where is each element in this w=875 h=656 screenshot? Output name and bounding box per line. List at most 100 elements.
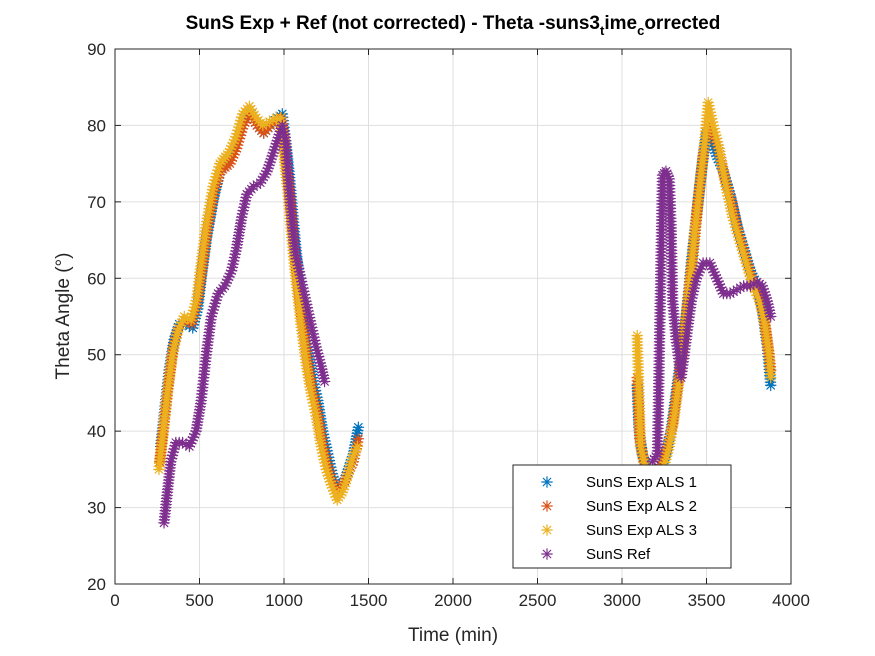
data-point	[298, 288, 311, 301]
data-point	[231, 124, 244, 137]
data-point	[307, 396, 320, 409]
data-point	[237, 119, 250, 132]
data-point	[713, 278, 726, 291]
data-point	[226, 261, 239, 274]
y-tick-label: 20	[87, 575, 106, 594]
chart-title-sub-2: c	[637, 23, 644, 38]
data-point	[278, 128, 291, 141]
data-point	[753, 295, 766, 308]
data-point	[233, 117, 246, 130]
data-point	[343, 464, 355, 477]
data-point	[722, 193, 735, 205]
data-point	[687, 285, 700, 298]
data-point	[691, 269, 704, 282]
data-point	[308, 331, 320, 344]
data-point	[347, 449, 360, 461]
data-point	[637, 453, 650, 466]
data-point	[227, 137, 239, 149]
data-point	[710, 132, 723, 145]
data-point	[322, 469, 335, 482]
data-point	[716, 284, 728, 297]
data-point	[186, 307, 199, 320]
data-point	[247, 180, 260, 193]
data-point	[189, 298, 202, 310]
data-point	[225, 147, 238, 159]
chart-title-sub-1: t	[600, 23, 605, 38]
data-point	[318, 372, 330, 385]
data-point	[183, 440, 196, 453]
data-point	[756, 308, 769, 321]
data-point	[297, 285, 310, 298]
data-point	[190, 294, 202, 307]
data-point	[232, 121, 245, 133]
data-point	[712, 275, 724, 288]
data-point	[758, 286, 771, 298]
data-point	[709, 129, 722, 142]
data-point	[230, 142, 243, 155]
data-point	[739, 253, 752, 266]
data-point	[312, 350, 325, 363]
data-point	[269, 141, 282, 153]
data-point	[315, 440, 327, 453]
data-point	[762, 301, 775, 314]
data-point	[229, 145, 242, 158]
data-point	[762, 298, 774, 311]
data-point	[224, 150, 236, 162]
data-point	[312, 347, 324, 360]
data-point	[661, 446, 674, 459]
data-point	[340, 474, 353, 486]
data-point	[295, 272, 307, 285]
data-point	[740, 257, 753, 269]
y-tick-label: 40	[87, 422, 106, 441]
data-point	[724, 199, 736, 211]
data-point	[211, 175, 224, 187]
data-point	[352, 432, 365, 445]
data-point	[238, 198, 251, 210]
data-point	[302, 305, 314, 317]
data-point	[749, 286, 762, 298]
data-point	[308, 334, 321, 347]
data-point	[237, 204, 249, 217]
data-point	[235, 211, 248, 223]
data-point	[205, 310, 218, 323]
data-point	[685, 295, 698, 308]
data-point	[268, 144, 280, 156]
data-point	[185, 314, 197, 327]
data-point	[704, 106, 717, 119]
data-point	[167, 446, 180, 458]
x-tick-label: 500	[185, 591, 213, 610]
data-point	[320, 463, 333, 476]
data-point	[266, 150, 278, 162]
data-point	[301, 301, 314, 314]
data-point	[303, 308, 315, 321]
data-point	[229, 248, 242, 261]
data-point	[721, 186, 734, 199]
data-point	[224, 143, 237, 155]
data-point	[311, 344, 323, 357]
data-point	[756, 305, 768, 317]
x-tick-label: 2000	[434, 591, 472, 610]
data-point	[720, 180, 732, 193]
data-point	[741, 260, 753, 273]
data-point	[167, 345, 179, 358]
data-point	[690, 272, 703, 285]
data-point	[265, 153, 277, 165]
data-point	[173, 322, 185, 335]
data-point	[235, 126, 248, 138]
data-point	[174, 319, 187, 332]
data-point	[306, 324, 319, 337]
data-point	[732, 230, 745, 243]
data-point	[757, 311, 770, 324]
data-point	[228, 141, 240, 153]
data-point	[316, 363, 328, 376]
data-point	[693, 266, 705, 278]
data-point	[329, 480, 341, 493]
data-point	[708, 122, 720, 135]
data-point	[322, 459, 334, 471]
data-point	[706, 113, 718, 125]
data-point	[230, 245, 242, 257]
series-4	[158, 119, 777, 529]
y-axis-label: Theta Angle (°)	[53, 253, 74, 380]
data-point	[305, 387, 317, 399]
data-point	[299, 292, 312, 304]
